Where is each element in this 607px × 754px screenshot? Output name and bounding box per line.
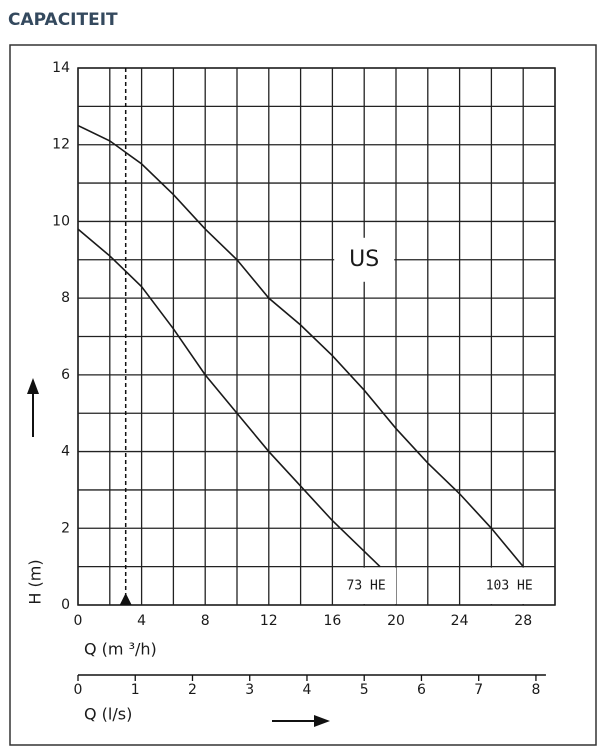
curve [77,228,381,568]
y-tick-label: 14 [52,60,70,76]
marker-triangle [119,593,132,605]
x2-tick-label: 8 [531,682,540,698]
annotation: US [349,247,379,272]
x2-tick-label: 2 [188,682,197,698]
y-tick-label: 0 [61,597,70,613]
x2-tick-label: 5 [360,682,369,698]
series-label-box [479,567,540,604]
x2-tick-label: 6 [417,682,426,698]
x-tick-label: 20 [387,613,405,629]
y-tick-label: 4 [61,444,70,460]
y-tick-label: 2 [61,520,70,536]
curve [77,124,524,568]
y-tick-label: 12 [52,137,70,153]
x-tick-label: 4 [137,613,146,629]
annotation-bg [334,237,395,282]
arrow-right-head [314,715,330,727]
x-tick-label: 0 [74,613,83,629]
x-tick-label: 28 [514,613,532,629]
y-tick-label: 6 [61,367,70,383]
x2-axis-label: Q (l/s) [84,705,132,724]
x-tick-label: 12 [260,613,278,629]
arrow-up-head [27,378,39,394]
series-label: 73 HE [347,578,386,593]
series-label: 103 HE [486,578,533,593]
x-tick-label: 8 [201,613,210,629]
x2-tick-label: 4 [303,682,312,698]
y-axis-label: H (m) [26,559,45,604]
x2-tick-label: 1 [131,682,140,698]
series-label-box [336,567,397,604]
x2-tick-label: 7 [474,682,483,698]
y-tick-label: 10 [52,213,70,229]
frame [9,44,597,746]
y-tick-label: 8 [61,290,70,306]
x-tick-label: 16 [323,613,341,629]
x-axis-label: Q (m ³/h) [84,640,157,659]
page-title: CAPACITEIT [8,10,118,30]
x2-tick-label: 0 [74,682,83,698]
x-tick-label: 24 [451,613,469,629]
x2-tick-label: 3 [245,682,254,698]
